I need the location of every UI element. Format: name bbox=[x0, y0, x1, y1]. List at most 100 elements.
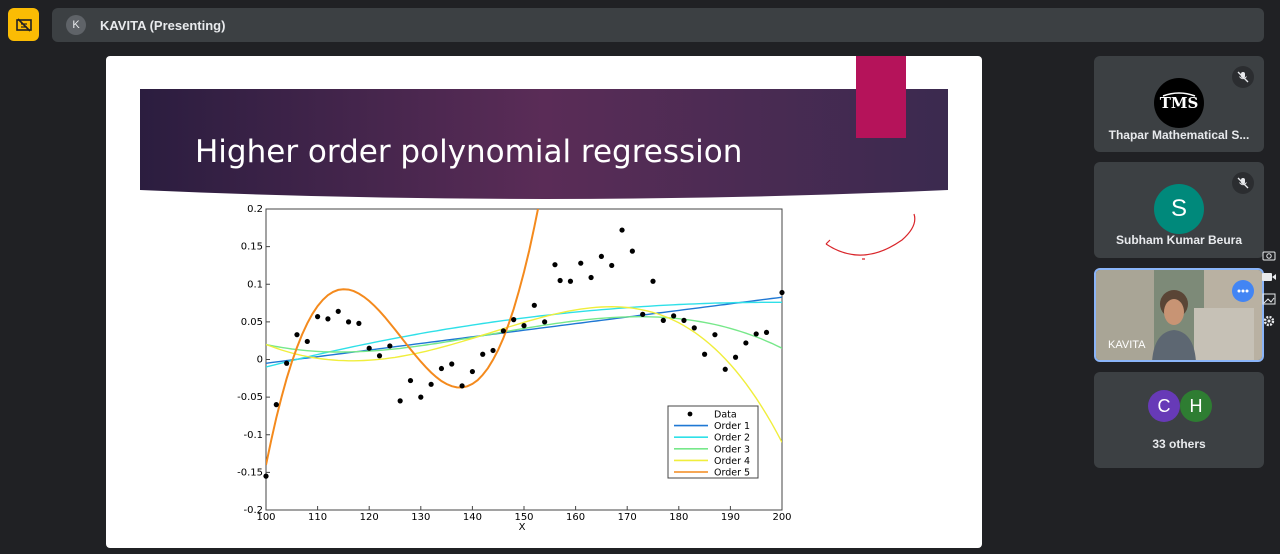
pen-annotation bbox=[825, 213, 916, 256]
data-point bbox=[407, 377, 414, 384]
data-point bbox=[356, 320, 362, 326]
data-point bbox=[366, 345, 372, 351]
y-tick-label: 0.1 bbox=[247, 279, 263, 290]
data-point bbox=[763, 329, 770, 336]
settings-icon[interactable] bbox=[1260, 312, 1278, 330]
x-tick-label: 120 bbox=[360, 512, 379, 523]
title-banner bbox=[140, 89, 948, 199]
x-axis-label: X bbox=[519, 522, 526, 533]
data-point bbox=[567, 278, 574, 284]
participant-tile-kavita[interactable]: KAVITA bbox=[1094, 268, 1264, 362]
svg-text:TMS: TMS bbox=[1160, 94, 1199, 112]
image-icon[interactable] bbox=[1260, 290, 1278, 308]
data-point bbox=[609, 262, 615, 269]
x-tick-label: 130 bbox=[411, 512, 430, 523]
y-tick-label: 0.15 bbox=[241, 242, 263, 253]
slide-canvas: Higher order polynomial regression 100 11… bbox=[140, 56, 948, 533]
series-line bbox=[266, 305, 782, 443]
data-point bbox=[619, 227, 625, 233]
data-point bbox=[691, 325, 697, 331]
data-point bbox=[263, 473, 269, 479]
data-point bbox=[598, 253, 604, 260]
legend-label: Order 1 bbox=[714, 421, 750, 432]
data-point bbox=[511, 317, 517, 323]
avatar: H bbox=[1180, 390, 1212, 422]
x-tick-label: 190 bbox=[721, 512, 740, 523]
data-point bbox=[284, 360, 290, 366]
x-tick-label: 180 bbox=[669, 512, 688, 523]
legend-label: Order 2 bbox=[714, 433, 750, 444]
data-point bbox=[722, 366, 728, 372]
presenter-label: KAVITA (Presenting) bbox=[100, 17, 226, 33]
data-point bbox=[480, 351, 486, 357]
x-tick-label: 150 bbox=[514, 512, 533, 523]
y-tick-label: 0 bbox=[257, 355, 263, 366]
legend-label: Data bbox=[714, 410, 737, 421]
data-point bbox=[469, 368, 475, 375]
data-point bbox=[449, 361, 455, 367]
series-line bbox=[266, 209, 539, 466]
y-tick-label: 0.05 bbox=[241, 317, 263, 328]
data-point bbox=[732, 354, 739, 360]
data-point bbox=[500, 328, 506, 334]
legend-box bbox=[667, 405, 759, 479]
data-point bbox=[557, 277, 563, 284]
x-tick-label: 140 bbox=[463, 512, 482, 523]
avatar: S bbox=[1154, 184, 1204, 234]
legend-label: Order 3 bbox=[714, 444, 750, 455]
y-tick-label: -0.05 bbox=[237, 392, 263, 403]
data-point bbox=[438, 365, 445, 372]
video-icon[interactable] bbox=[1260, 268, 1278, 286]
data-point bbox=[681, 317, 687, 323]
data-point bbox=[418, 394, 424, 400]
x-tick-label: 170 bbox=[618, 512, 637, 523]
data-point bbox=[671, 313, 677, 319]
legend-marker bbox=[687, 411, 693, 417]
data-point bbox=[660, 317, 666, 323]
y-tick-label: 0.2 bbox=[247, 204, 263, 215]
presentation-slide: Higher order polynomial regression 100 11… bbox=[106, 56, 982, 548]
y-tick-label: -0.1 bbox=[243, 430, 263, 441]
mic-off-icon bbox=[1232, 172, 1254, 194]
data-point bbox=[315, 314, 321, 320]
tms-logo-avatar: TMS bbox=[1154, 78, 1204, 128]
data-point bbox=[345, 319, 352, 325]
mic-off-icon bbox=[1232, 66, 1254, 88]
more-options-icon[interactable] bbox=[1232, 280, 1254, 302]
data-point bbox=[743, 340, 749, 346]
camera-icon[interactable] bbox=[1260, 246, 1278, 264]
others-count: 33 others bbox=[1152, 437, 1206, 451]
participant-name: Thapar Mathematical S... bbox=[1108, 128, 1250, 142]
participant-tile-subham[interactable]: S Subham Kumar Beura bbox=[1094, 162, 1264, 258]
data-point bbox=[712, 332, 718, 338]
data-point bbox=[552, 262, 558, 268]
data-point bbox=[294, 332, 300, 338]
data-point bbox=[753, 331, 759, 337]
participant-tile-others[interactable]: C H 33 others bbox=[1094, 372, 1264, 468]
data-point bbox=[779, 289, 785, 296]
presenter-banner[interactable]: K KAVITA (Presenting) bbox=[52, 8, 1264, 42]
participant-tile-tms[interactable]: TMS Thapar Mathematical S... bbox=[1094, 56, 1264, 152]
data-point bbox=[702, 351, 708, 357]
data-point bbox=[490, 347, 496, 354]
data-point bbox=[650, 278, 656, 284]
y-tick-label: -0.15 bbox=[237, 467, 263, 478]
data-point bbox=[640, 311, 646, 317]
data-point bbox=[578, 260, 584, 266]
y-tick-label: -0.2 bbox=[243, 505, 263, 516]
data-point bbox=[325, 316, 331, 322]
data-point bbox=[531, 302, 537, 308]
presentation-icon[interactable] bbox=[8, 8, 39, 41]
data-point bbox=[387, 343, 393, 349]
legend-label: Order 5 bbox=[714, 468, 750, 479]
slide-title: Higher order polynomial regression bbox=[195, 134, 742, 170]
data-point bbox=[335, 308, 341, 314]
chart-series bbox=[266, 209, 782, 466]
data-point bbox=[376, 353, 383, 359]
data-point bbox=[304, 338, 310, 345]
side-toolbar bbox=[1260, 246, 1280, 334]
avatar: C bbox=[1148, 390, 1180, 422]
data-point bbox=[459, 383, 465, 389]
participant-name: KAVITA bbox=[1108, 339, 1146, 351]
